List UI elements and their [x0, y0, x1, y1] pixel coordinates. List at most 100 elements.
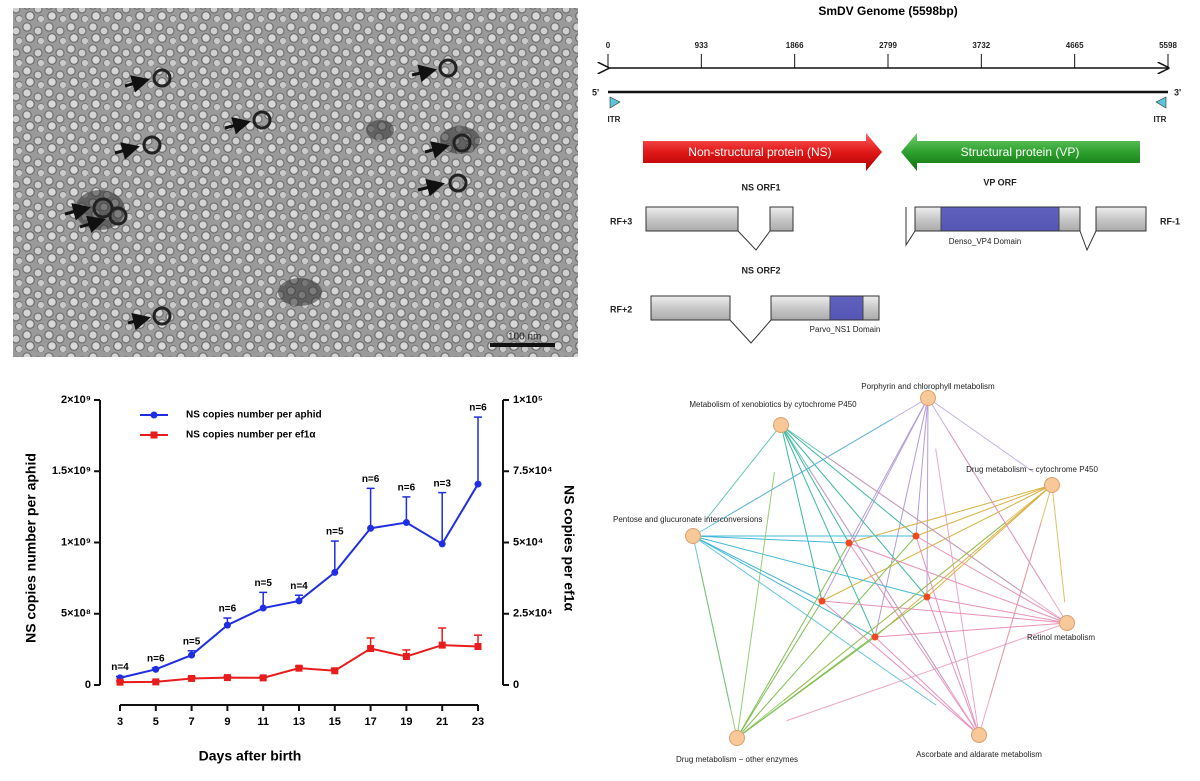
y2-tick-label: 2.5×10⁴	[513, 608, 552, 620]
point	[259, 604, 267, 612]
frame-label: RF+2	[610, 304, 632, 314]
ruler-tick-label: 1866	[786, 41, 804, 50]
edge	[692, 418, 894, 537]
y-tick-label: 2×10⁹	[61, 394, 91, 406]
line-chart: Days after birth NS copies number per ap…	[23, 394, 578, 764]
pathway-node	[729, 730, 745, 746]
micrograph: 100 nm	[13, 8, 578, 357]
edge	[915, 397, 929, 537]
hub-node	[871, 633, 879, 641]
point	[367, 524, 375, 532]
point	[188, 674, 196, 682]
n-annotation: n=3	[433, 478, 451, 489]
edge	[705, 424, 782, 520]
y-tick-label: 1.5×10⁹	[52, 465, 91, 477]
pathway-label: Metabolism of xenobiotics by cytochrome …	[689, 400, 857, 409]
x-tick-label: 7	[189, 716, 195, 728]
point	[152, 665, 160, 673]
edge	[848, 484, 1053, 544]
pathway-label: Drug metabolism − cytochrome P450	[966, 465, 1098, 474]
edge	[821, 484, 1053, 602]
frame-label: RF+3	[610, 216, 632, 226]
x-tick-label: 23	[472, 716, 484, 728]
x-tick-label: 19	[400, 716, 412, 728]
n-annotation: n=5	[183, 636, 201, 647]
edge	[780, 424, 850, 544]
y2-tick-label: 0	[513, 679, 519, 691]
ruler-tick-label: 4665	[1066, 41, 1084, 50]
hub-node	[845, 539, 853, 547]
virions	[92, 58, 472, 326]
orf-label: NS ORF2	[741, 265, 780, 275]
y2-tick-label: 1×10⁵	[513, 394, 543, 406]
x-tick-label: 3	[117, 716, 123, 728]
edge	[926, 397, 929, 598]
edge	[780, 424, 823, 602]
exon	[650, 295, 731, 321]
pathway-node	[971, 727, 987, 743]
edge	[821, 600, 1068, 624]
domain-label: Parvo_NS1 Domain	[810, 325, 881, 334]
edge	[736, 636, 876, 739]
domain	[940, 206, 1060, 232]
edge	[915, 535, 980, 736]
edge	[821, 600, 980, 736]
edge	[780, 424, 928, 598]
genome-title: SmDV Genome (5598bp)	[818, 4, 957, 18]
edge	[736, 542, 850, 739]
y2-tick-label: 5×10⁴	[513, 536, 543, 548]
y-tick-label: 0	[85, 679, 91, 691]
edge	[848, 542, 980, 736]
genome-diagram: SmDV Genome (5598bp) 5' 3' ITR ITR Non-s…	[592, 4, 1181, 344]
edge	[927, 397, 1034, 473]
edge	[926, 596, 1068, 624]
point	[223, 674, 231, 682]
edge	[736, 471, 775, 739]
orf-label: NS ORF1	[741, 182, 780, 192]
scale-bar	[490, 343, 555, 347]
edge	[926, 596, 980, 736]
edge	[915, 484, 1053, 537]
y-tick-label: 5×10⁸	[61, 608, 91, 620]
point	[152, 678, 160, 686]
intron	[737, 230, 771, 251]
edge	[821, 397, 929, 602]
intron	[1079, 230, 1097, 252]
y2-axis-label: NS copies per ef1α	[561, 485, 577, 611]
ruler-tick-label: 3732	[972, 41, 990, 50]
edge	[692, 535, 928, 598]
n-annotation: n=4	[290, 581, 308, 592]
n-annotation: n=6	[219, 604, 237, 615]
point	[438, 540, 446, 548]
n-annotation: n=6	[147, 654, 165, 665]
point	[438, 641, 446, 649]
edge	[780, 424, 876, 638]
hub-node	[912, 532, 920, 540]
x-tick-label: 11	[257, 716, 269, 728]
point	[367, 645, 375, 653]
exon	[645, 206, 739, 232]
point	[188, 651, 196, 659]
edge	[915, 535, 1068, 624]
itr-left	[609, 96, 621, 109]
intron	[729, 319, 772, 344]
x-tick-label: 15	[329, 716, 341, 728]
ns-arrow-label: Non-structural protein (NS)	[688, 145, 831, 159]
legend-marker	[150, 431, 158, 439]
pathway-label: Retinol metabolism	[1027, 633, 1095, 642]
edge	[1051, 484, 1066, 603]
edge	[874, 484, 1053, 638]
n-annotation: n=6	[362, 474, 380, 485]
edge	[978, 522, 1042, 736]
network-diagram: Porphyrin and chlorophyll metabolism Meta…	[613, 382, 1098, 764]
point	[474, 480, 482, 488]
itr-label: ITR	[1154, 115, 1167, 124]
point	[474, 643, 482, 651]
y-tick-label: 1×10⁹	[61, 536, 91, 548]
edge	[823, 454, 1068, 624]
edge	[692, 535, 937, 706]
scale-bar-label: 100 nm	[508, 332, 541, 343]
three-prime: 3'	[1174, 87, 1181, 97]
ruler-tick-label: 5598	[1159, 41, 1177, 50]
